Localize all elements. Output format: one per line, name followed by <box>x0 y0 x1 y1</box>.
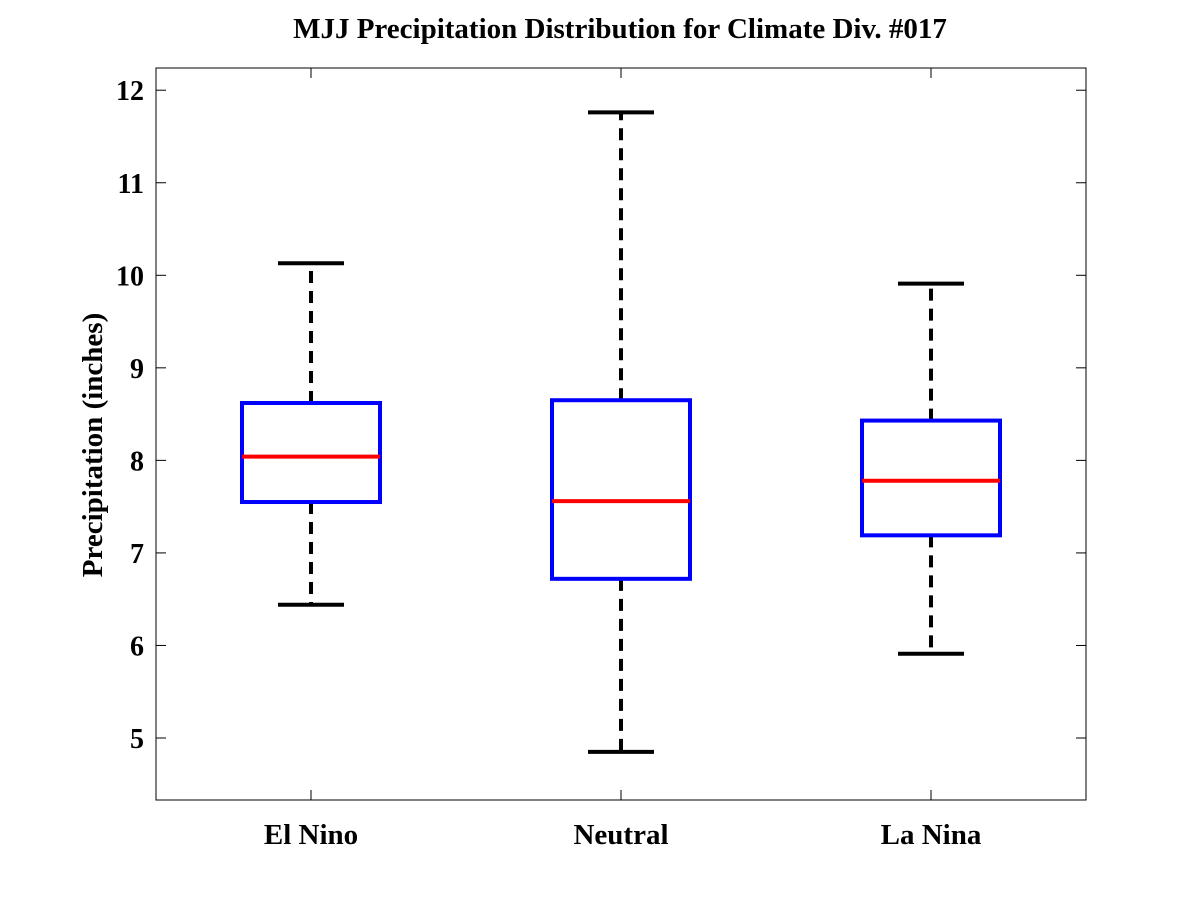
y-axis-label: Precipitation (inches) <box>77 313 109 577</box>
y-tick-label: 9 <box>130 354 144 385</box>
y-tick-label: 11 <box>118 169 144 200</box>
box-iqr <box>550 398 692 581</box>
y-tick-label: 10 <box>116 261 144 292</box>
y-tick-label: 7 <box>130 539 144 570</box>
y-tick-label: 8 <box>130 446 144 477</box>
x-category-label: Neutral <box>573 819 668 851</box>
y-tick-label: 6 <box>130 631 144 662</box>
y-tick-label: 5 <box>130 724 144 755</box>
y-tick-label: 12 <box>116 76 144 107</box>
x-category-label: La Nina <box>881 819 982 851</box>
plot-area: 5 6 7 8 9 10 11 12 El Nino Neutral La Nina <box>116 67 1087 851</box>
box-iqr <box>240 400 382 505</box>
x-category-label: El Nino <box>264 819 358 851</box>
chart-title: MJJ Precipitation Distribution for Clima… <box>293 13 947 45</box>
box-iqr <box>860 418 1002 538</box>
